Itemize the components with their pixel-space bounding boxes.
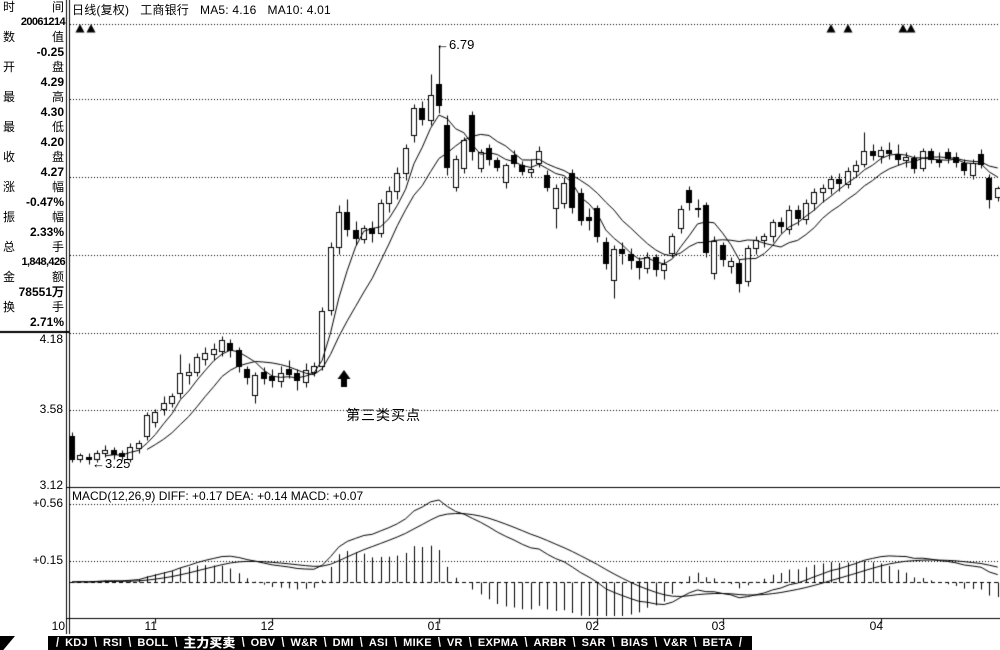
sidebar-field-label: 涨幅 xyxy=(3,180,64,194)
sidebar-field-value: 2.33% xyxy=(29,225,64,239)
tab-separator: \ xyxy=(394,636,398,650)
third-buy-point-annotation: 第三类买点 xyxy=(346,407,421,423)
sidebar-field-label: 时间 xyxy=(3,0,64,14)
indicator-tab-vr[interactable]: V&R xyxy=(663,637,688,649)
sidebar-field-value: 4.29 xyxy=(40,75,64,89)
tab-separator: \ xyxy=(572,636,576,650)
tab-separator: \ xyxy=(437,636,441,650)
sidebar-field-value: 4.20 xyxy=(40,135,64,149)
indicator-tab-bar: / KDJ \ RSI \ BOLL \ 主力买卖 \ OBV \ W&R \ DMI \ ASI \ MIKE \… xyxy=(48,636,752,650)
low-price-annotation: ←3.25 xyxy=(92,456,131,471)
indicator-tab-主力买卖[interactable]: 主力买卖 xyxy=(183,636,236,650)
month-axis-label: 11 xyxy=(144,619,157,633)
sidebar-field-value: -0.25 xyxy=(36,45,64,59)
price-axis-label: 4.18 xyxy=(39,332,63,346)
tab-separator: \ xyxy=(359,636,363,650)
month-axis-label: 03 xyxy=(711,619,725,633)
indicator-tab-boll[interactable]: BOLL xyxy=(137,637,169,649)
sidebar-field-value: 78551万 xyxy=(18,285,64,299)
tab-separator: / xyxy=(738,636,742,650)
price-axis-label: 3.12 xyxy=(39,478,63,492)
stock-name-label: 工商银行 xyxy=(140,3,190,17)
indicator-tab-obv[interactable]: OBV xyxy=(250,637,276,649)
indicator-tab-arbr[interactable]: ARBR xyxy=(533,637,567,649)
ma5-value-label: MA5: 4.16 xyxy=(200,3,257,17)
indicator-tab-dmi[interactable]: DMI xyxy=(332,637,354,649)
tab-separator: \ xyxy=(524,636,528,650)
sidebar-field-label: 总手 xyxy=(3,240,64,254)
sidebar-field-value: 1,848,426 xyxy=(21,256,65,268)
indicator-tab-asi[interactable]: ASI xyxy=(368,637,389,649)
indicator-tab-beta[interactable]: BETA xyxy=(702,637,733,649)
high-price-annotation: ←6.79 xyxy=(436,37,475,52)
indicator-tab-bias[interactable]: BIAS xyxy=(620,637,649,649)
tab-separator: \ xyxy=(281,636,285,650)
tab-separator: / xyxy=(56,636,60,650)
indicator-tab-kdj[interactable]: KDJ xyxy=(65,637,88,649)
indicator-tab-mike[interactable]: MIKE xyxy=(403,637,432,649)
top-info-bar: 日线(复权) 工商银行 MA5: 4.16 MA10: 4.01 xyxy=(72,1,342,18)
month-axis-label: 01 xyxy=(427,619,441,633)
tab-separator: \ xyxy=(241,636,245,650)
tab-separator: \ xyxy=(468,636,472,650)
macd-axis-label: +0.56 xyxy=(32,496,63,510)
sidebar-field-label: 收盘 xyxy=(3,150,64,164)
sidebar-field-value: 4.30 xyxy=(40,105,64,119)
tab-separator: \ xyxy=(654,636,658,650)
tab-separator: \ xyxy=(128,636,132,650)
month-axis-label: 02 xyxy=(585,619,599,633)
sidebar-field-label: 金额 xyxy=(3,270,64,284)
sidebar-field-label: 振幅 xyxy=(3,210,64,224)
sidebar-field-label: 最低 xyxy=(3,120,64,134)
sidebar-field-value: 2.71% xyxy=(29,315,64,329)
macd-indicator-label: MACD(12,26,9) DIFF: +0.17 DEA: +0.14 MAC… xyxy=(72,489,364,503)
tab-separator: \ xyxy=(323,636,327,650)
sidebar-field-label: 开盘 xyxy=(3,60,64,74)
sidebar-field-value: -0.47% xyxy=(25,195,64,209)
tab-separator: \ xyxy=(93,636,98,650)
tab-separator: \ xyxy=(174,636,178,650)
sidebar-field-label: 最高 xyxy=(3,90,64,104)
quote-info-panel: 时间 20061214 数值 -0.25 开盘 4.29 最高 4.30 最低 4.20 收盘 4.2… xyxy=(0,0,66,331)
sidebar-field-value: 4.27 xyxy=(40,165,64,179)
month-axis-label: 10 xyxy=(51,619,65,633)
month-axis-label: 04 xyxy=(869,619,883,633)
indicator-tab-vr[interactable]: VR xyxy=(446,637,463,649)
ma10-value-label: MA10: 4.01 xyxy=(267,3,331,17)
month-axis-label: 12 xyxy=(260,619,274,633)
indicator-tab-expma[interactable]: EXPMA xyxy=(477,637,519,649)
macd-axis-label: +0.15 xyxy=(32,553,63,567)
indicator-tab-wr[interactable]: W&R xyxy=(290,637,318,649)
tab-separator: \ xyxy=(693,636,697,650)
tab-separator: \ xyxy=(611,636,615,650)
sidebar-field-label: 数值 xyxy=(3,30,64,44)
indicator-tab-rsi[interactable]: RSI xyxy=(103,637,123,649)
indicator-tab-sar[interactable]: SAR xyxy=(581,637,606,649)
price-axis-label: 3.58 xyxy=(39,402,63,416)
sidebar-field-value: 20061214 xyxy=(20,16,66,28)
period-label: 日线(复权) xyxy=(72,3,130,17)
sidebar-field-label: 换手 xyxy=(3,300,64,314)
